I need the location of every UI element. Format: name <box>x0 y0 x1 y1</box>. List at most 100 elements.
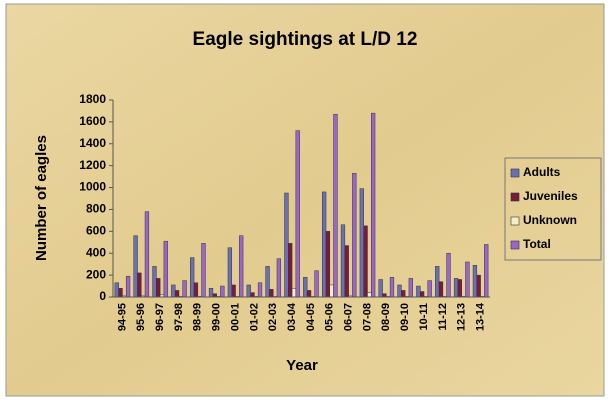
bar <box>472 265 478 298</box>
bar <box>295 130 300 298</box>
bar <box>378 279 383 298</box>
x-tick-label: 01-02 <box>248 303 260 331</box>
bar <box>291 287 297 298</box>
x-axis-label: Year <box>286 357 318 374</box>
x-tick-label: 98-99 <box>192 303 204 331</box>
x-tick-label: 97-98 <box>173 303 185 331</box>
bar <box>163 240 168 298</box>
x-tick-label: 03-04 <box>286 302 298 331</box>
y-tick-label: 0 <box>99 289 106 303</box>
bar <box>269 289 274 298</box>
bar <box>118 287 123 298</box>
bar <box>276 258 282 298</box>
bar <box>321 191 327 298</box>
bar <box>182 280 187 298</box>
legend-swatch <box>510 192 520 202</box>
x-tick-label: 94-95 <box>116 303 128 331</box>
bar <box>314 270 319 298</box>
x-tick-label: 12-13 <box>456 303 468 331</box>
bar <box>303 277 308 298</box>
bar <box>453 278 459 298</box>
bar <box>446 252 451 298</box>
bar <box>333 113 338 298</box>
x-tick-label: 08-09 <box>380 303 392 331</box>
y-tick-label: 1000 <box>79 180 106 194</box>
bar <box>416 285 421 298</box>
bar <box>201 243 206 298</box>
bar <box>457 279 462 298</box>
legend-label: Juveniles <box>523 189 578 203</box>
chart-area <box>5 3 605 397</box>
x-tick-label: 96-97 <box>154 303 166 331</box>
y-axis-label: Number of eagles <box>33 135 50 261</box>
x-tick-label: 05-06 <box>324 303 336 331</box>
legend-box <box>504 157 602 261</box>
y-tick-label: 200 <box>86 267 106 281</box>
bar <box>171 284 176 298</box>
bar <box>231 284 236 298</box>
bar <box>389 277 395 298</box>
bar <box>344 245 349 298</box>
y-tick-label: 800 <box>86 202 106 216</box>
bar <box>125 275 131 298</box>
bar <box>227 247 233 298</box>
x-tick-label: 09-10 <box>399 303 411 331</box>
bar <box>284 192 289 298</box>
y-tick-label: 1800 <box>79 92 106 106</box>
bar <box>465 261 470 298</box>
x-tick-label: 06-07 <box>343 303 355 331</box>
y-tick-label: 400 <box>86 245 106 259</box>
bar <box>144 211 150 298</box>
bar <box>174 290 180 298</box>
bar <box>265 266 270 298</box>
legend-label: Adults <box>523 165 561 179</box>
bar <box>250 292 255 298</box>
x-tick-label: 99-00 <box>211 303 223 331</box>
bar <box>420 291 425 298</box>
bar <box>246 284 251 298</box>
legend-swatch <box>510 216 520 226</box>
chart-title: Eagle sightings at L/D 12 <box>193 29 418 50</box>
legend-label: Total <box>523 237 551 251</box>
bar <box>220 285 225 298</box>
y-tick-label: 1400 <box>79 136 106 150</box>
bar <box>397 284 402 298</box>
bar <box>156 278 161 298</box>
bar <box>137 272 142 298</box>
x-tick-label: 07-08 <box>361 303 373 331</box>
bar <box>190 257 195 298</box>
y-tick-label: 1200 <box>79 158 106 172</box>
bar <box>476 274 481 298</box>
bar <box>438 281 444 298</box>
x-tick-label: 95-96 <box>135 303 147 331</box>
bar <box>401 290 406 298</box>
bar <box>288 243 293 298</box>
bar <box>257 282 263 298</box>
legend-swatch <box>510 240 520 250</box>
y-tick-label: 600 <box>86 224 106 238</box>
bar <box>367 292 372 298</box>
x-tick-label: 11-12 <box>437 303 449 331</box>
bar <box>435 266 440 298</box>
bar <box>306 290 312 298</box>
bar <box>325 231 331 298</box>
bar <box>114 282 119 298</box>
x-tick-label: 13-14 <box>474 302 486 331</box>
x-tick-label: 00-01 <box>229 303 241 331</box>
bar <box>352 173 357 298</box>
x-tick-label: 02-03 <box>267 303 279 331</box>
legend-swatch <box>510 168 520 178</box>
bar <box>359 188 364 298</box>
bar <box>427 280 432 298</box>
bar <box>370 112 376 298</box>
legend-label: Unknown <box>523 213 577 227</box>
y-tick-label: 1600 <box>79 114 106 128</box>
bar <box>484 244 489 298</box>
bar <box>133 235 138 298</box>
bar <box>193 282 199 298</box>
bar <box>329 284 334 298</box>
bar <box>340 224 346 298</box>
bar <box>363 225 368 298</box>
